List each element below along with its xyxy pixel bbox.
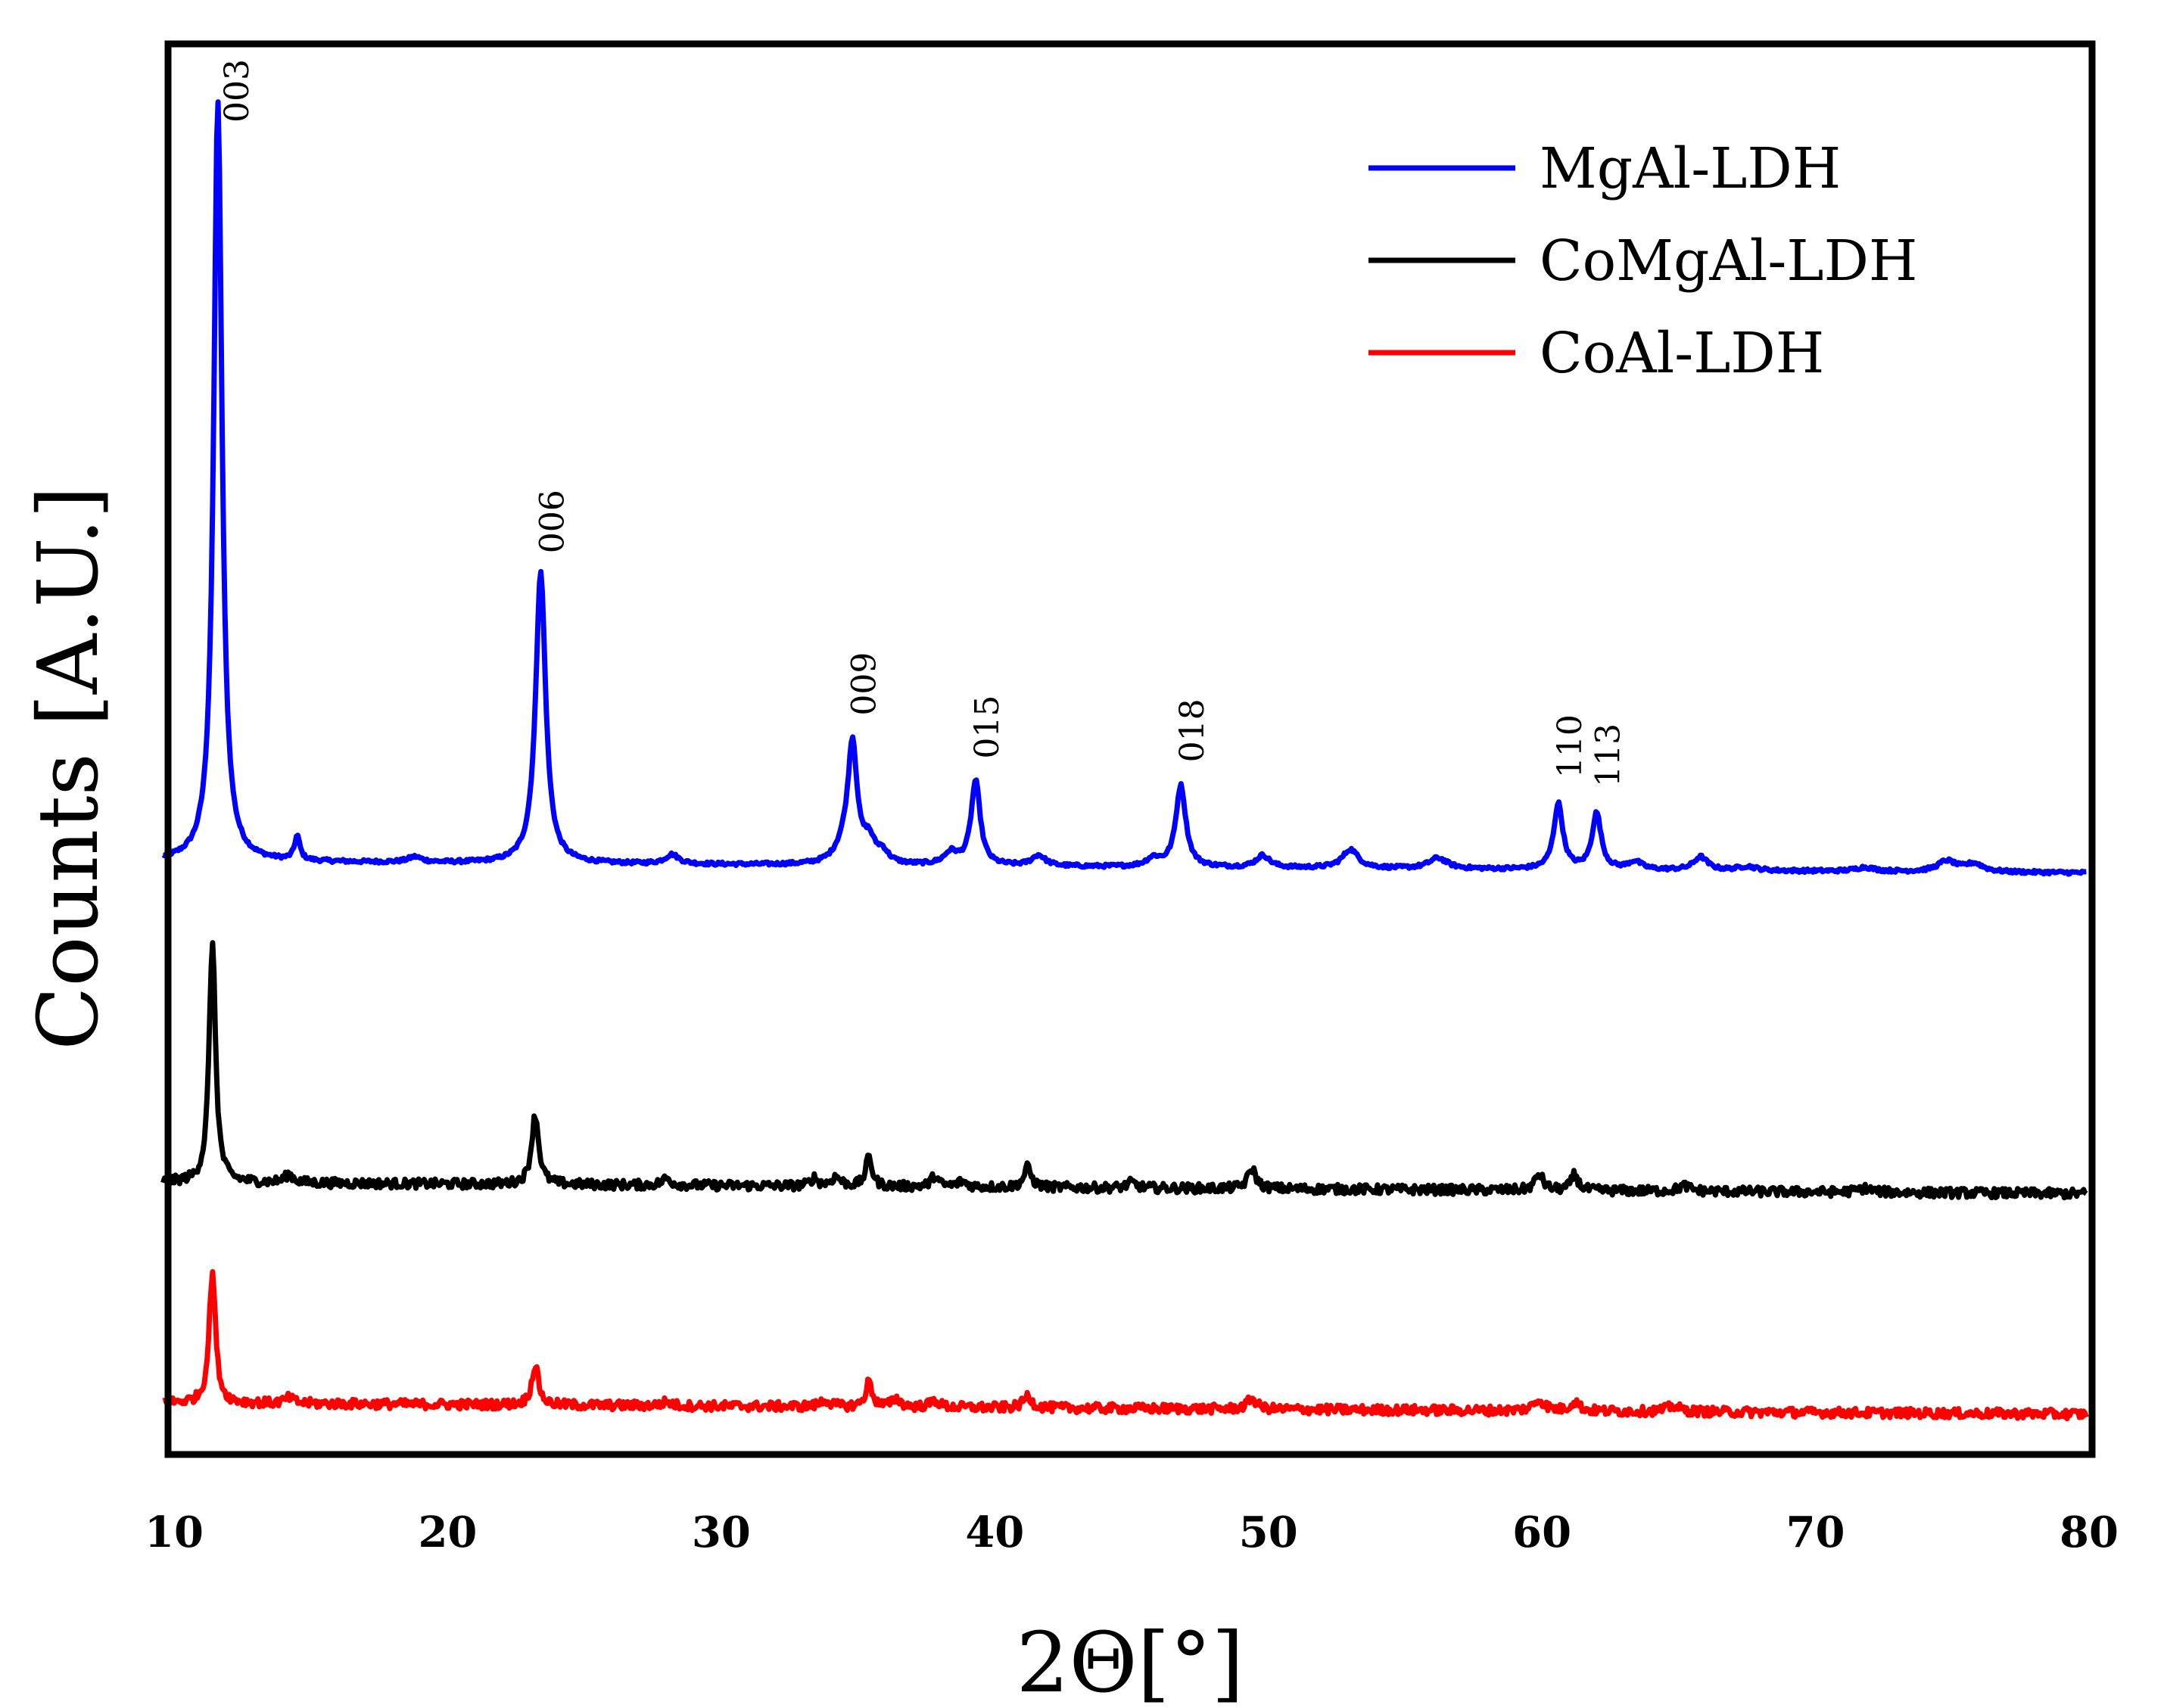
series-layer (160, 99, 2089, 1422)
peak-label-009: 009 (845, 652, 883, 716)
x-tick-label: 30 (692, 1507, 751, 1557)
series-line-comgal-ldh (160, 940, 2088, 1201)
x-axis-title: 2Θ[°] (1017, 1614, 1244, 1708)
y-axis-title: Counts [A.U.] (20, 486, 117, 1050)
x-axis-ticks: 10 20 30 40 50 60 70 80 (145, 1507, 2119, 1557)
legend-label-coal-ldh: CoAl-LDH (1540, 321, 1824, 386)
peak-label-018: 018 (1173, 698, 1212, 762)
series-line-mgal-ldh (161, 99, 2088, 877)
x-tick-label: 10 (145, 1507, 204, 1557)
legend-label-comgal-ldh: CoMgAl-LDH (1540, 229, 1917, 294)
peak-annotations: 003 006 009 015 018 110 113 (218, 59, 1628, 787)
series-line-coal-ldh (161, 1269, 2089, 1422)
plot-frame (164, 40, 2096, 1458)
peak-label-015: 015 (968, 695, 1007, 759)
peak-label-113: 113 (1589, 723, 1627, 787)
peak-label-006: 006 (533, 490, 571, 553)
x-tick-label: 80 (2060, 1507, 2119, 1557)
x-tick-label: 70 (1786, 1507, 1845, 1557)
x-tick-label: 40 (965, 1507, 1024, 1557)
legend-label-mgal-ldh: MgAl-LDH (1540, 136, 1841, 201)
x-tick-label: 60 (1512, 1507, 1571, 1557)
peak-label-110: 110 (1551, 714, 1589, 778)
x-tick-label: 50 (1239, 1507, 1298, 1557)
x-tick-label: 20 (418, 1507, 477, 1557)
peak-label-003: 003 (218, 59, 257, 123)
legend: MgAl-LDH CoMgAl-LDH CoAl-LDH (1368, 136, 1917, 386)
